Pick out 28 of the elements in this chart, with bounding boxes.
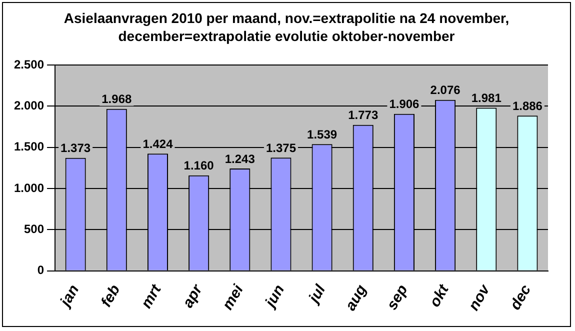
data-label: 1.773	[348, 108, 378, 122]
data-label: 2.076	[430, 83, 461, 98]
data-label: 1.539	[307, 127, 338, 142]
x-tick-label: apr	[179, 280, 206, 311]
data-label: 1.968	[102, 92, 132, 106]
y-tick-label: 0	[37, 263, 44, 278]
y-tick-label: 1.000	[14, 180, 44, 195]
data-label: 1.981	[471, 91, 502, 106]
x-tick-label: jun	[261, 282, 288, 312]
data-label: 1.424	[142, 136, 174, 151]
data-label: 1.906	[389, 97, 420, 112]
y-tick-label: 2.000	[14, 98, 44, 112]
data-label: 1.373	[60, 141, 91, 156]
data-label: 1.160	[184, 158, 214, 173]
x-tick-label: feb	[98, 282, 124, 310]
x-tick-label: jan	[56, 282, 83, 311]
x-tick-label: mrt	[138, 281, 166, 312]
x-tick-label: okt	[426, 281, 453, 310]
data-label: 1.243	[224, 152, 256, 166]
x-tick-label: sep	[384, 282, 412, 313]
chart-title: Asielaanvragen 2010 per maand, nov.=extrapolitie na 24 november, december=extrapolatie evolutie oktober-november	[62, 9, 510, 45]
x-tick-label: dec	[506, 281, 535, 313]
data-label: 1.886	[512, 98, 543, 113]
data-label: 1.375	[266, 140, 296, 155]
x-tick-label: jul	[304, 281, 330, 308]
y-tick-label: 2.500	[14, 57, 44, 72]
y-tick-label: 500	[24, 222, 44, 236]
y-tick-label: 1.500	[14, 140, 44, 154]
